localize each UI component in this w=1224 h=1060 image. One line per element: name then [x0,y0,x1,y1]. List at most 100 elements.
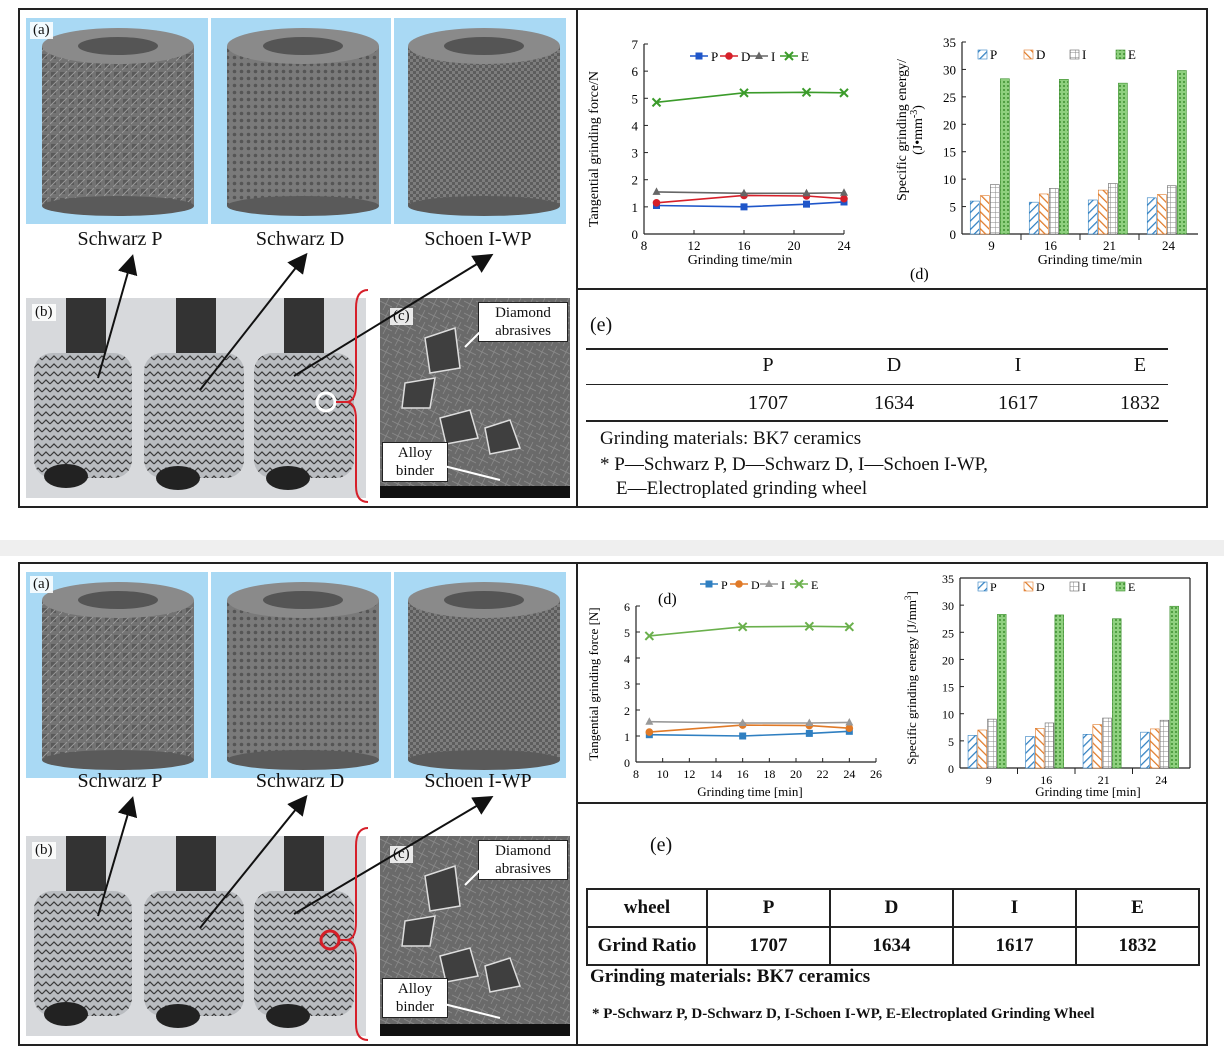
table-value-d: 1634 [829,926,954,966]
series-line-I [656,191,845,195]
x-axis-label: Grinding time [min] [697,784,802,799]
table-header-p: P [762,354,774,376]
tile-divider [391,572,394,778]
x-tick-label: 16 [1044,238,1058,253]
x-tick-label: 24 [843,767,855,781]
data-point [805,718,814,726]
bar-E [1169,605,1179,769]
figure-top: (a) Schwarz P Schwarz D Schoen I-WP (b) … [18,8,1208,508]
bar-D [1097,189,1108,235]
bar-P [1082,734,1093,769]
legend-swatch [1023,581,1034,592]
data-point [840,188,848,196]
table-value-i: 1617 [952,926,1077,966]
legend-swatch [1069,49,1080,60]
x-tick-label: 16 [1040,773,1052,787]
x-tick-label: 21 [1098,773,1110,787]
schwarz-p-cylinder-image [42,28,194,216]
panel-divider [576,564,578,1044]
data-point [803,200,810,208]
callout-text: abrasives [495,861,551,877]
table-header-i: I [1014,354,1022,376]
table-header-i: I [952,888,1077,928]
grinding-wheels-photo [26,298,366,498]
data-point [844,622,855,632]
y-tick-label: 5 [624,626,630,640]
table-header-e: E [1075,888,1200,928]
panel-label-a: (a) [30,576,53,593]
x-tick-label: 8 [633,767,639,781]
table-value-d: 1634 [874,392,914,414]
y-tick-label: 0 [948,762,954,776]
panel-label-e: (e) [590,314,613,336]
y-tick-label: 0 [950,227,957,242]
y-tick-label: 6 [624,600,630,614]
data-point [794,579,804,589]
bar-I [1108,183,1118,235]
y-tick-label: 0 [632,227,639,242]
table-row-label: Grind Ratio [586,926,708,966]
legend-label: P [711,49,718,64]
bar-D [1035,728,1045,769]
legend-label: P [990,580,997,594]
series-line-D [656,194,845,204]
figure-separator [0,540,1224,556]
data-point [840,194,848,203]
y-tick-label: 1 [632,200,639,215]
panel-label-c: (c) [390,846,413,863]
x-tick-label: 20 [788,238,801,253]
bar-P [969,200,980,235]
legend-label: E [1128,47,1136,62]
figure-bottom: (a) Schwarz P Schwarz D Schoen I-WP (b) … [18,562,1208,1046]
series-line-P [649,730,850,737]
y-tick-label: 10 [942,708,954,722]
legend-label: E [811,578,818,592]
data-point [645,728,654,736]
specific-energy-chart: Specific grinding energy/ (J•mm-3) Grind… [895,35,1198,283]
callout-text: Diamond [495,843,551,859]
bar-D [1156,194,1167,235]
specific-energy-chart: Specific grinding energy [J/mm3] Grindin… [903,572,1191,799]
data-point [705,580,713,588]
bar-E [1000,78,1010,235]
legend-label: I [771,49,775,64]
callout-text: abrasives [495,323,551,339]
callout-text: Alloy [397,981,433,997]
tile-divider [208,572,211,778]
data-point [804,621,815,631]
legend-label: E [801,49,809,64]
y-tick-label: 5 [948,735,954,749]
diamond-abrasives-callout: Diamond abrasives [478,302,568,342]
data-point [845,724,854,732]
y-tick-label: 7 [632,37,639,52]
structure-name-iwp: Schoen I-WP [424,770,532,792]
bar-D [979,195,990,235]
legend-swatch [1115,49,1126,60]
bar-I [987,718,997,769]
legend-swatch [1069,581,1080,592]
legend-label: I [781,578,785,592]
bar-I [1044,722,1055,769]
y-axis-label: Specific grinding energy [J/mm3] [903,591,919,765]
alloy-binder-callout: Alloy binder [382,442,448,482]
bar-P [1087,199,1098,235]
bar-P [967,735,978,769]
schwarz-p-cylinder-image [42,582,194,770]
y-axis-label: (J•mm-3) [909,105,927,155]
panel-a-renderings: (a) [26,572,566,778]
data-point [805,729,813,737]
panel-label-c: (c) [390,308,413,325]
panel-label-d: (d) [658,591,677,608]
x-tick-label: 20 [790,767,802,781]
legend-label: P [721,578,728,592]
callout-text: binder [395,463,435,479]
callout-text: Alloy [397,445,433,461]
y-tick-label: 2 [632,173,639,188]
y-tick-label: 35 [943,35,956,50]
legend-swatch [977,49,988,60]
y-tick-label: 15 [942,681,954,695]
y-tick-label: 15 [943,145,956,160]
structure-name-p: Schwarz P [77,228,163,250]
bar-P [1028,201,1039,235]
y-tick-label: 3 [624,678,630,692]
